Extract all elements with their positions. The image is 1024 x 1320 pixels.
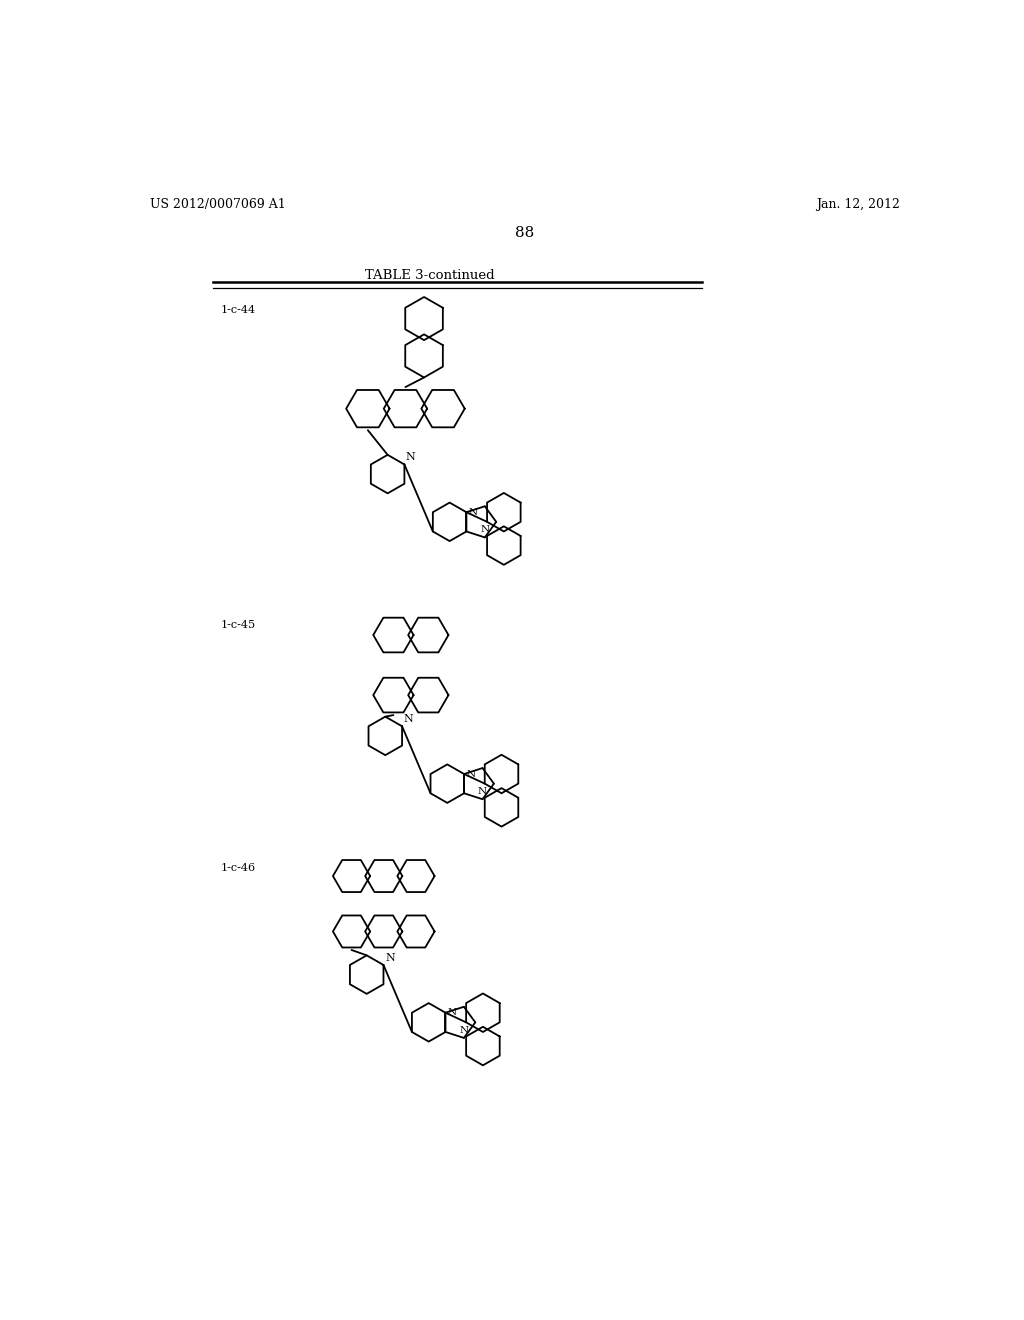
- Text: N: N: [385, 953, 395, 962]
- Text: N: N: [447, 1008, 457, 1018]
- Text: N: N: [469, 508, 478, 516]
- Text: 88: 88: [515, 226, 535, 240]
- Text: N: N: [460, 1026, 468, 1035]
- Text: 1-c-44: 1-c-44: [221, 305, 256, 315]
- Text: N: N: [478, 787, 487, 796]
- Text: N: N: [403, 714, 414, 723]
- Text: N: N: [406, 453, 416, 462]
- Text: N: N: [466, 770, 475, 779]
- Text: N: N: [480, 525, 489, 535]
- Text: US 2012/0007069 A1: US 2012/0007069 A1: [150, 198, 286, 211]
- Text: 1-c-46: 1-c-46: [221, 863, 256, 873]
- Text: Jan. 12, 2012: Jan. 12, 2012: [816, 198, 900, 211]
- Text: TABLE 3-continued: TABLE 3-continued: [366, 268, 495, 281]
- Text: 1-c-45: 1-c-45: [221, 620, 256, 631]
